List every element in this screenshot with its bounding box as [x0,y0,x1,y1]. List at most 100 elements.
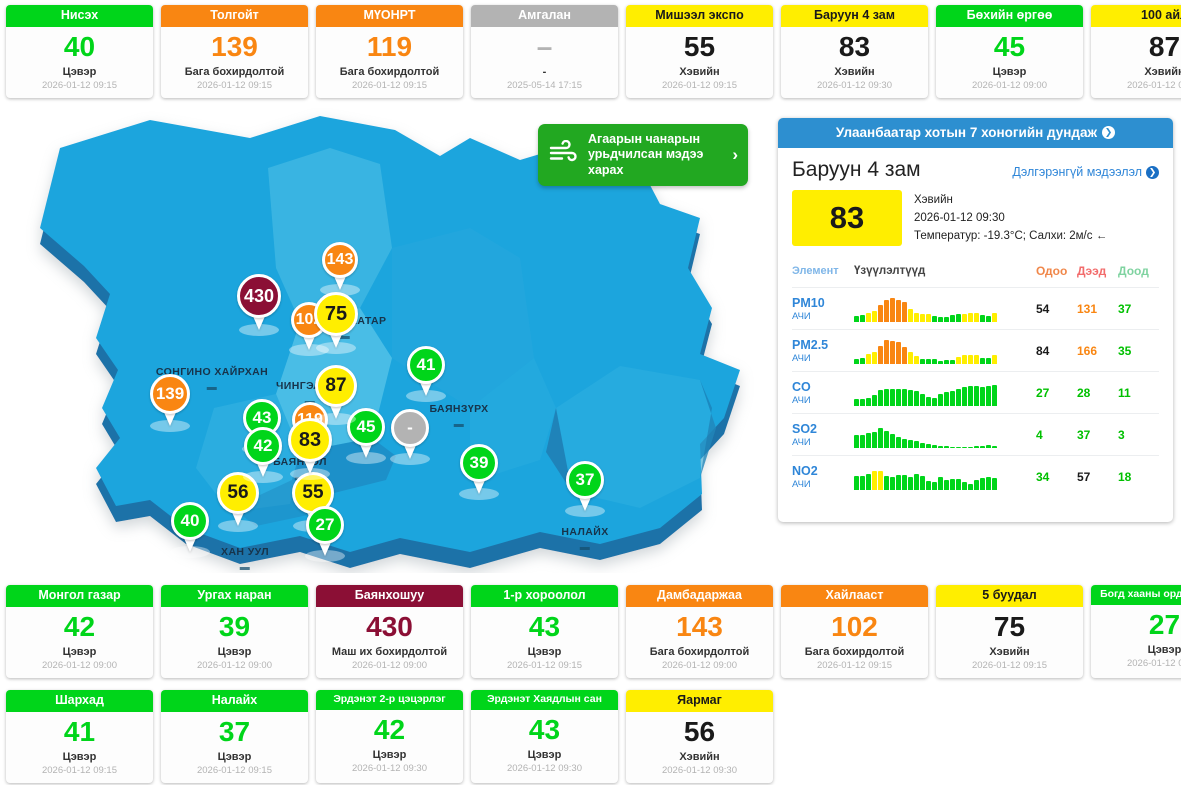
sparkline-bar [962,387,967,406]
marker-stem-icon [302,334,316,350]
sparkline-bar [896,389,901,406]
sparkline-bar [920,394,925,406]
station-card[interactable]: Хайлааст 102 Бага бохирдолтой 2026-01-12 09… [781,585,928,679]
sparkline-bar [974,386,979,406]
sparkline-bar [932,316,937,322]
marker-shadow [346,452,386,464]
station-card-aqi: 40 [63,30,96,62]
pollutant-row[interactable]: CO АЧИ 27 28 11 [792,371,1159,413]
sparkline-bar [914,474,919,490]
station-card[interactable]: Эрдэнэт 2-р цэцэрлэг 42 Цэвэр 2026-01-12 09… [316,690,463,784]
marker-shadow [305,550,345,562]
marker-shadow [218,520,258,532]
pollutant-max-value: 57 [1077,470,1091,484]
detail-info-link[interactable]: Дэлгэрэнгүй мэдээлэл ❯ [1012,165,1159,179]
district-label-text: СОНГИНО ХАЙРХАН [155,366,269,378]
pollutant-row[interactable]: NO2 АЧИ 34 57 18 [792,455,1159,497]
station-card-name: Яармаг [626,690,773,712]
sparkline-bar [860,315,865,322]
panel-weather-line: Температур: -19.3°C; Салхи: 2м/с ← [914,228,1107,246]
sparkline-bar [908,440,913,448]
station-card-timestamp: 2026-01-12 09:00 [41,659,117,671]
marker-shadow [243,471,283,483]
station-card[interactable]: Шархад 41 Цэвэр 2026-01-12 09:15 [6,690,153,784]
marker-shadow [459,488,499,500]
station-card[interactable]: Нисэх 40 Цэвэр 2026-01-12 09:15 [6,5,153,99]
panel-header[interactable]: Улаанбаатар хотын 7 хоногийн дундаж ❯ [778,118,1173,148]
sparkline-bar [986,477,991,490]
station-card-name: Баруун 4 зам [781,5,928,27]
station-card[interactable]: Эрдэнэт Хаядлын сан 43 Цэвэр 2026-01-12 09:… [471,690,618,784]
sparkline-bar [944,360,949,364]
district-label-dash-icon: ▬ [206,382,218,393]
sparkline-bar [896,342,901,364]
marker-shadow [170,546,210,558]
sparkline-bar [878,305,883,322]
pollutant-row[interactable]: SO2 АЧИ 4 37 3 [792,413,1159,455]
sparkline-bar [878,471,883,490]
sparkline-bar [878,428,883,448]
station-card-name: Шархад [6,690,153,712]
district-label-dash-icon: ▬ [239,562,251,573]
sparkline-bar [926,314,931,322]
station-card-timestamp: 2026-01-12 09:30 [661,764,737,776]
station-card[interactable]: Амгалан – -2025-05-14 17:15 [471,5,618,99]
pollutant-row[interactable]: PM10 АЧИ 54 131 37 [792,287,1159,329]
station-card-aqi: – [536,30,553,62]
sparkline-bar [890,389,895,406]
sparkline-bar [866,398,871,406]
header-now: Одоо [1036,264,1068,278]
station-card[interactable]: Яармаг 56 Хэвийн 2026-01-12 09:30 [626,690,773,784]
pollutant-sparkline [854,380,1036,406]
pollutant-now-value: 27 [1036,386,1050,400]
sparkline-bar [962,482,967,490]
sparkline-bar [974,355,979,364]
station-card[interactable]: Толгойт 139 Бага бохирдолтой 2026-01-12 09:… [161,5,308,99]
sparkline-bar [962,447,967,448]
station-card-aqi: 43 [528,713,561,745]
station-card[interactable]: 1-р хороолол 43 Цэвэр 2026-01-12 09:15 [471,585,618,679]
sparkline-bar [902,389,907,406]
sparkline-bar [974,446,979,448]
station-card[interactable]: МҮОНРТ 119 Бага бохирдолтой 2026-01-12 09:1… [316,5,463,99]
panel-station-name: Баруун 4 зам [792,158,921,181]
marker-stem-icon [419,380,433,396]
panel-header-arrow-icon[interactable]: ❯ [1102,126,1116,139]
sparkline-bar [908,309,913,322]
station-card[interactable]: Налайх 37 Цэвэр 2026-01-12 09:15 [161,690,308,784]
marker-aqi-value: 83 [288,418,332,462]
panel-subheader: Баруун 4 зам Дэлгэрэнгүй мэдээлэл ❯ [778,148,1173,186]
station-card[interactable]: Мишээл экспо 55 Хэвийн 2026-01-12 09:15 [626,5,773,99]
sparkline-bar [950,479,955,490]
station-card[interactable]: 5 буудал 75 Хэвийн 2026-01-12 09:15 [936,585,1083,679]
marker-stem-icon [359,442,373,458]
sparkline-bar [932,398,937,406]
sparkline-bar [878,346,883,364]
station-card[interactable]: Ургах наран 39 Цэвэр 2026-01-12 09:00 [161,585,308,679]
pollutant-row[interactable]: PM2.5 АЧИ 84 166 35 [792,329,1159,371]
sparkline-bar [944,446,949,448]
sparkline-bar [854,316,859,322]
station-card-name: Баянхошуу [316,585,463,607]
air-quality-forecast-button[interactable]: Агаарын чанарын урьдчилсан мэдээ харах › [538,124,748,186]
district-label-dash-icon: ▬ [579,542,591,553]
sparkline-bar [986,358,991,364]
station-card[interactable]: Богд хааны ордон музей 27 Цэвэр2026-01-12 … [1091,585,1181,679]
district-label-dash-icon: ▬ [453,419,465,430]
city-average-panel: Улаанбаатар хотын 7 хоногийн дундаж ❯ Ба… [778,118,1173,522]
marker-stem-icon [403,443,417,459]
sparkline-bar [872,352,877,364]
header-sparkline: Үзүүлэлтүүд [854,265,926,277]
station-card[interactable]: Дамбадаржаа 143 Бага бохирдолтой 2026-01-12… [626,585,773,679]
pollutant-sparkline [854,422,1036,448]
pollutant-element: PM10 АЧИ [792,296,854,323]
station-card[interactable]: Бөхийн өргөө 45 Цэвэр 2026-01-12 09:00 [936,5,1083,99]
station-card[interactable]: Монгол газар 42 Цэвэр 2026-01-12 09:00 [6,585,153,679]
sparkline-bar [860,435,865,448]
station-card-aqi: 55 [683,30,716,62]
station-card[interactable]: Баруун 4 зам 83 Хэвийн 2026-01-12 09:30 [781,5,928,99]
station-card[interactable]: Баянхошуу 430 Маш их бохирдолтой 2026-01-12… [316,585,463,679]
ulaanbaatar-district-map[interactable]: СОНГИНО ХАЙРХАН▬УЛААНБААТАР▬ЧИНГЭЛТЭЙ▬БА… [0,108,770,573]
pollutant-unit: АЧИ [792,479,811,491]
